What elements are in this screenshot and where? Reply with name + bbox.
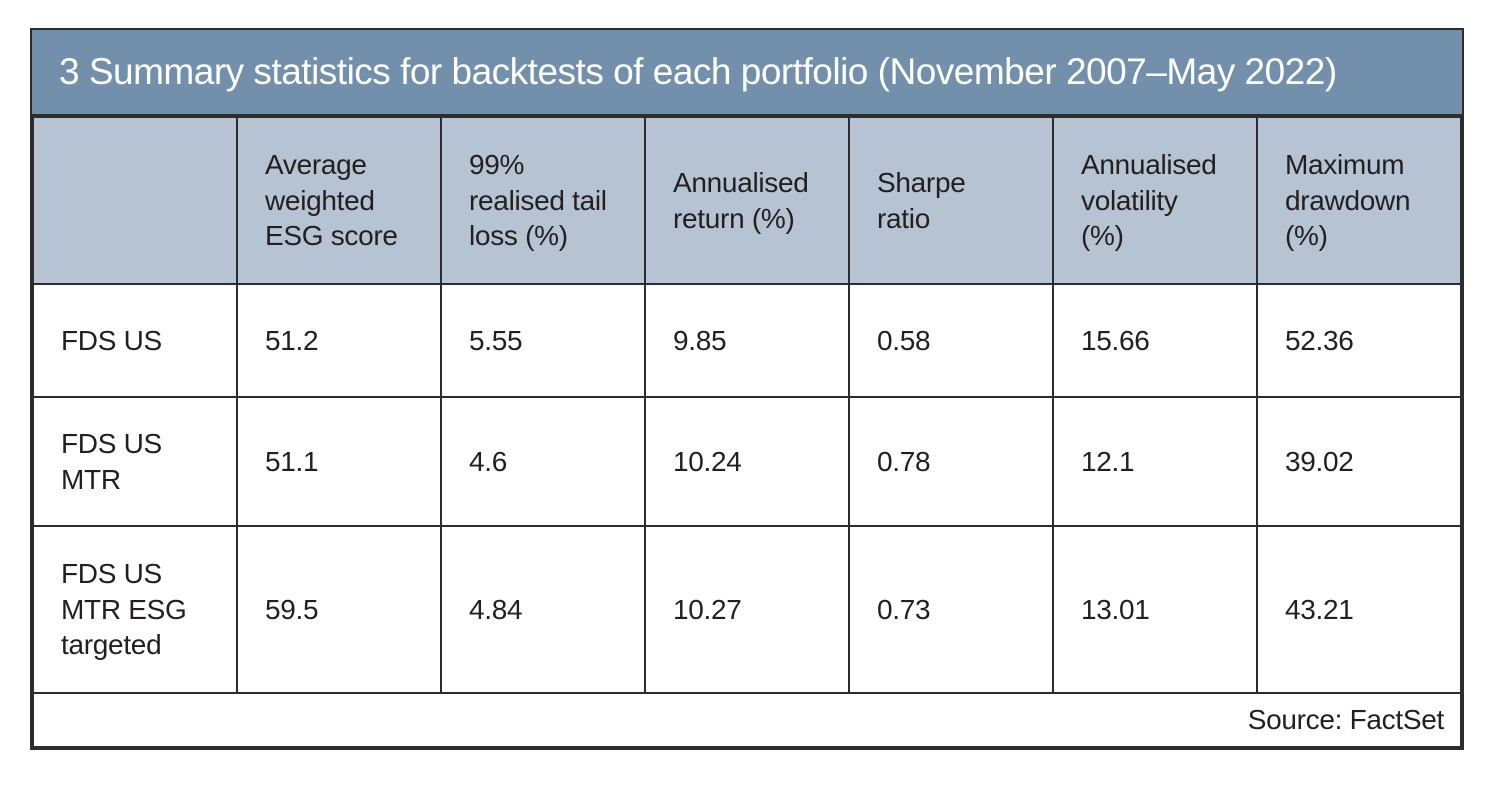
cell-avg-weighted-esg-score: 59.5 [236, 525, 442, 694]
header-cell-maximum-drawdown: Maximum drawdown (%) [1256, 116, 1462, 285]
cell-sharpe-ratio: 0.58 [848, 283, 1054, 398]
cell-maximum-drawdown: 39.02 [1256, 396, 1462, 527]
table-row-fds-us: FDS US 51.2 5.55 9.85 0.58 15.66 52.36 [32, 283, 1462, 398]
header-cell-avg-weighted-esg-score: Average weighted ESG score [236, 116, 442, 285]
stats-table: Average weighted ESG score 99% realised … [32, 116, 1462, 748]
header-cell-realised-tail-loss: 99% realised tail loss (%) [440, 116, 646, 285]
table-header: Average weighted ESG score 99% realised … [32, 116, 1462, 285]
cell-maximum-drawdown: 52.36 [1256, 283, 1462, 398]
cell-realised-tail-loss: 4.6 [440, 396, 646, 527]
cell-annualised-volatility: 12.1 [1052, 396, 1258, 527]
source-cell: Source: FactSet [32, 692, 1462, 748]
cell-annualised-return: 9.85 [644, 283, 850, 398]
row-label: FDS US [32, 283, 238, 398]
table-footer: Source: FactSet [32, 692, 1462, 748]
cell-avg-weighted-esg-score: 51.2 [236, 283, 442, 398]
header-row: Average weighted ESG score 99% realised … [32, 116, 1462, 285]
cell-annualised-return: 10.27 [644, 525, 850, 694]
header-cell-sharpe-ratio: Sharpe ratio [848, 116, 1054, 285]
figure-title-bar: 3 Summary statistics for backtests of ea… [32, 30, 1462, 116]
header-cell-portfolio [32, 116, 238, 285]
table-body: FDS US 51.2 5.55 9.85 0.58 15.66 52.36 F… [32, 283, 1462, 694]
cell-sharpe-ratio: 0.78 [848, 396, 1054, 527]
row-label: FDS US MTR [32, 396, 238, 527]
cell-annualised-volatility: 15.66 [1052, 283, 1258, 398]
header-cell-annualised-return: Annualised return (%) [644, 116, 850, 285]
cell-realised-tail-loss: 4.84 [440, 525, 646, 694]
cell-sharpe-ratio: 0.73 [848, 525, 1054, 694]
cell-realised-tail-loss: 5.55 [440, 283, 646, 398]
summary-statistics-figure: 3 Summary statistics for backtests of ea… [30, 28, 1464, 750]
table-row-fds-us-mtr-esg-targeted: FDS US MTR ESG targeted 59.5 4.84 10.27 … [32, 525, 1462, 694]
row-label: FDS US MTR ESG targeted [32, 525, 238, 694]
cell-maximum-drawdown: 43.21 [1256, 525, 1462, 694]
cell-avg-weighted-esg-score: 51.1 [236, 396, 442, 527]
header-cell-annualised-volatility: Annualised volatility (%) [1052, 116, 1258, 285]
figure-title: 3 Summary statistics for backtests of ea… [59, 51, 1337, 92]
source-row: Source: FactSet [32, 692, 1462, 748]
cell-annualised-volatility: 13.01 [1052, 525, 1258, 694]
source-text: Source: FactSet [1247, 704, 1445, 736]
cell-annualised-return: 10.24 [644, 396, 850, 527]
table-row-fds-us-mtr: FDS US MTR 51.1 4.6 10.24 0.78 12.1 39.0… [32, 396, 1462, 527]
